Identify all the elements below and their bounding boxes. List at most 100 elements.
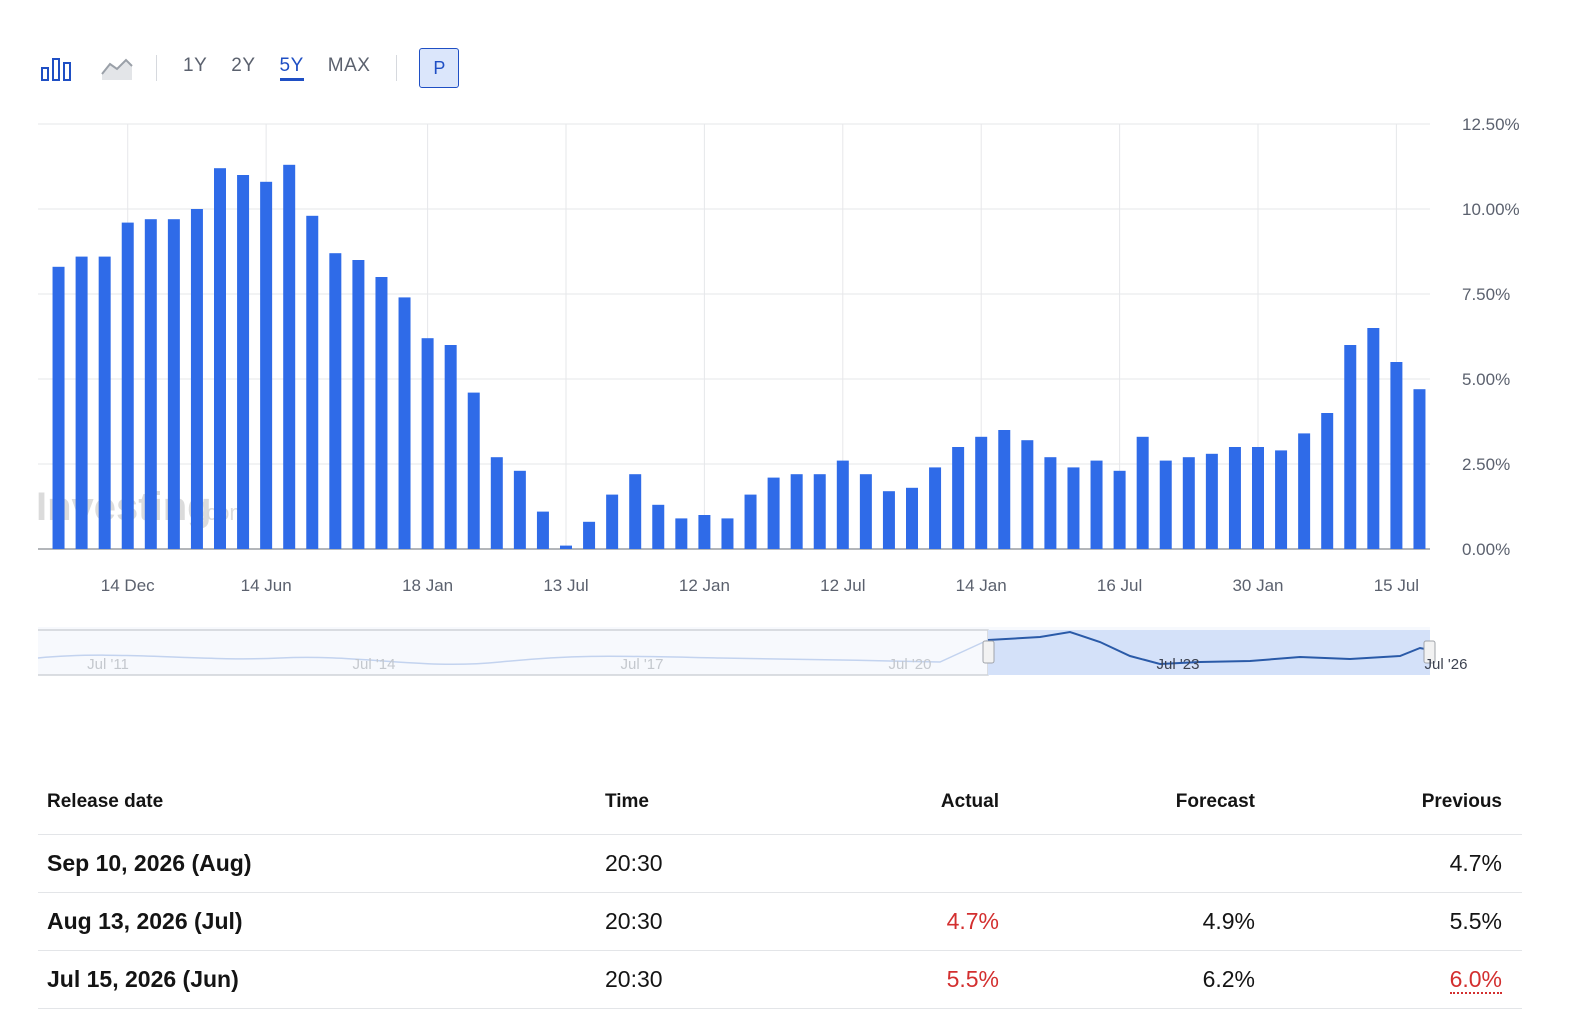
bar[interactable] — [836, 460, 849, 549]
bar[interactable] — [583, 521, 596, 549]
p-button[interactable]: P — [419, 48, 460, 88]
bar[interactable] — [214, 168, 226, 549]
bar[interactable] — [1090, 460, 1103, 549]
bar[interactable] — [1228, 447, 1241, 549]
bar[interactable] — [1344, 345, 1357, 549]
range-1y[interactable]: 1Y — [183, 55, 208, 76]
release-date: Sep 10, 2026 (Aug) — [47, 850, 252, 876]
bar[interactable] — [1205, 453, 1218, 549]
bar[interactable] — [1136, 436, 1149, 549]
table-row: Jul 15, 2026 (Jun) 20:30 5.5% 6.2% 6.0% — [38, 951, 1522, 1009]
bar[interactable] — [767, 477, 780, 549]
bar[interactable] — [1159, 460, 1172, 549]
bar[interactable] — [1275, 450, 1288, 549]
table-row: Sep 10, 2026 (Aug) 20:30 4.7% — [38, 835, 1522, 893]
bar[interactable] — [490, 457, 503, 549]
bar[interactable] — [421, 338, 434, 549]
x-tick-label: 16 Jul — [1097, 576, 1142, 595]
chart-toolbar: 1Y 2Y 5Y MAX P — [40, 44, 460, 92]
header-forecast: Forecast — [1175, 791, 1255, 812]
bar[interactable] — [237, 175, 250, 549]
y-tick-label: 12.50% — [1462, 115, 1520, 134]
bar[interactable] — [606, 494, 619, 549]
bar[interactable] — [1321, 413, 1334, 549]
bar[interactable] — [998, 430, 1011, 549]
bar[interactable] — [444, 345, 457, 549]
x-axis: 14 Dec 14 Jun 18 Jan 13 Jul 12 Jan 12 Jul 14 J… — [101, 576, 1419, 595]
x-tick-label: 14 Dec — [101, 576, 155, 595]
table-header: Release date Time Actual Forecast Previo… — [38, 770, 1522, 835]
bar[interactable] — [675, 518, 688, 549]
header-time: Time — [605, 791, 650, 812]
bar[interactable] — [1390, 362, 1403, 549]
bar[interactable] — [75, 256, 88, 549]
bar[interactable] — [721, 518, 734, 549]
previous-value-revised[interactable]: 6.0% — [1449, 966, 1502, 994]
x-tick-label: 14 Jan — [956, 576, 1007, 595]
navigator-left-handle[interactable] — [982, 640, 995, 664]
bar[interactable] — [1413, 389, 1426, 549]
navigator-selection[interactable] — [988, 630, 1430, 675]
bar[interactable] — [52, 266, 65, 549]
bar[interactable] — [260, 181, 273, 550]
navigator-label: Jul '23 — [1157, 656, 1200, 673]
bar[interactable] — [121, 222, 134, 549]
y-tick-label: 0.00% — [1462, 540, 1510, 559]
bar[interactable] — [859, 474, 872, 549]
bar[interactable] — [560, 545, 572, 549]
y-axis: 0.00% 2.50% 5.00% 7.50% 10.00% 12.50% — [1462, 115, 1520, 559]
bar[interactable] — [375, 277, 388, 549]
bar[interactable] — [790, 474, 803, 549]
bar[interactable] — [929, 467, 942, 549]
bar[interactable] — [813, 474, 826, 549]
bar[interactable] — [1367, 328, 1380, 549]
bar[interactable] — [98, 256, 111, 549]
bar[interactable] — [283, 164, 296, 550]
bar[interactable] — [513, 470, 526, 549]
range-max[interactable]: MAX — [327, 55, 371, 76]
previous-value: 4.7% — [1449, 850, 1502, 876]
bar[interactable] — [167, 219, 180, 549]
bar[interactable] — [952, 447, 965, 549]
bar[interactable] — [652, 504, 665, 549]
x-tick-label: 13 Jul — [543, 576, 588, 595]
bar[interactable] — [698, 515, 711, 549]
bar[interactable] — [306, 215, 319, 550]
x-tick-label: 18 Jan — [402, 576, 453, 595]
bar[interactable] — [906, 487, 918, 549]
x-tick-label: 12 Jan — [679, 576, 730, 595]
bar[interactable] — [536, 511, 549, 549]
bar[interactable] — [352, 260, 365, 549]
range-2y[interactable]: 2Y — [231, 55, 256, 76]
toolbar-divider — [396, 55, 398, 81]
bar[interactable] — [1182, 457, 1195, 549]
toolbar-divider — [156, 55, 157, 81]
bar[interactable] — [1252, 447, 1264, 549]
area-chart-icon[interactable] — [100, 51, 134, 85]
release-time: 20:30 — [605, 850, 663, 876]
bar[interactable] — [1021, 440, 1034, 549]
bar[interactable] — [190, 209, 203, 549]
bar[interactable] — [975, 436, 988, 549]
range-5y[interactable]: 5Y — [279, 55, 304, 81]
navigator-right-handle[interactable] — [1423, 640, 1436, 664]
bar[interactable] — [1113, 470, 1126, 549]
x-tick-label: 12 Jul — [820, 576, 865, 595]
x-tick-label: 14 Jun — [241, 576, 292, 595]
bar[interactable] — [1067, 467, 1080, 549]
bar[interactable] — [1044, 457, 1057, 549]
bar[interactable] — [1298, 433, 1311, 549]
navigator-label: Jul '26 — [1425, 656, 1468, 673]
range-navigator[interactable]: Jul '11 Jul '14 Jul '17 Jul '20 Jul '23 Jul '… — [0, 620, 1590, 680]
bar[interactable] — [144, 219, 157, 549]
navigator-label: Jul '17 — [621, 656, 664, 673]
bar[interactable] — [398, 297, 411, 549]
bar[interactable] — [629, 474, 642, 549]
bar[interactable] — [467, 392, 480, 549]
header-release-date: Release date — [47, 791, 164, 812]
forecast-value: 4.9% — [1202, 908, 1255, 934]
bar-chart-icon[interactable] — [40, 51, 74, 85]
bar[interactable] — [744, 494, 757, 549]
bar[interactable] — [882, 491, 895, 549]
bar[interactable] — [329, 253, 342, 549]
